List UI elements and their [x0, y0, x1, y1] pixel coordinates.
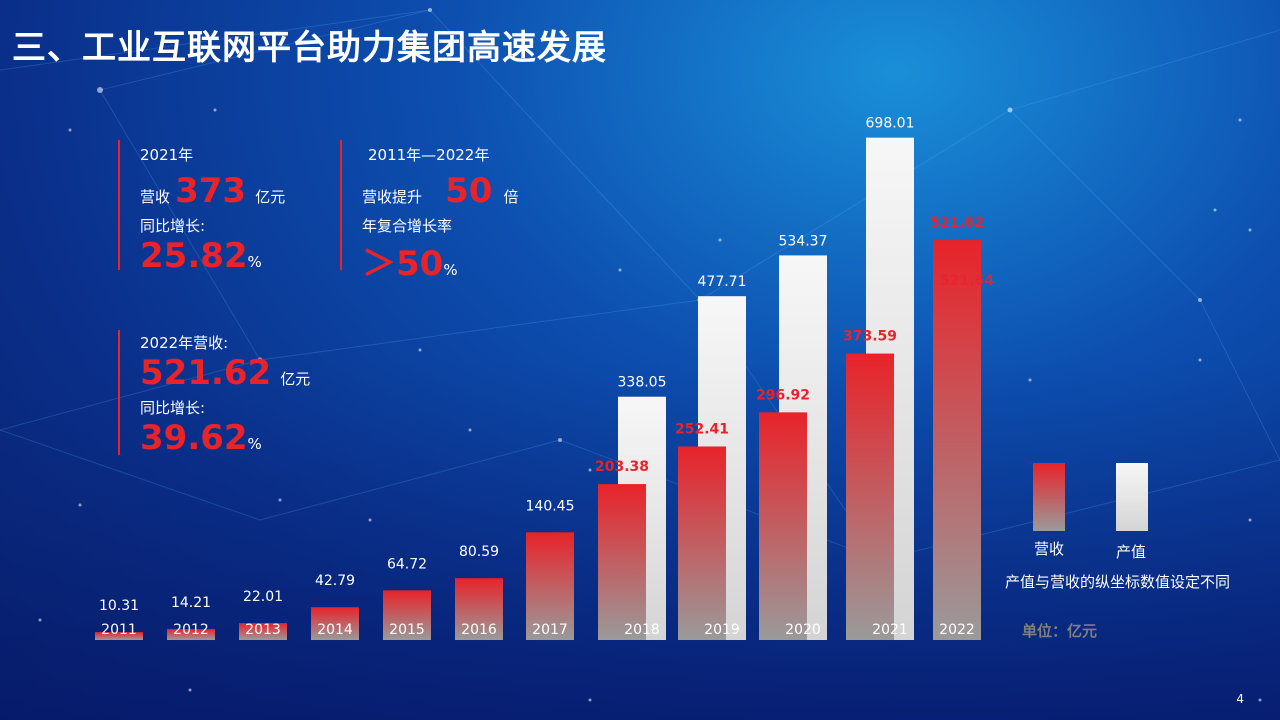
- label-revenue-2013: 22.01: [243, 589, 283, 605]
- label-revenue-2012: 14.21: [171, 595, 211, 611]
- bar-revenue-2014: [311, 607, 359, 640]
- label-output-2018: 338.05: [618, 375, 667, 391]
- bar-revenue-2012: [167, 629, 215, 640]
- bar-revenue-2020: [759, 412, 807, 640]
- tick-label-2016: 2016: [461, 622, 497, 638]
- label-revenue-2017: 140.45: [526, 498, 575, 514]
- tick-label-2019: 2019: [704, 622, 740, 638]
- legend-revenue-label: 营收: [1034, 540, 1065, 558]
- stat-2022-revenue-value: 521.62: [140, 353, 272, 393]
- stat-2011-2022: 2011年—2022年 营收提升 50 倍 年复合增长率 ＞50%: [340, 140, 519, 284]
- label-output-2021: 698.01: [866, 116, 915, 132]
- tick-label-2017: 2017: [532, 622, 568, 638]
- label-output-2019: 477.71: [698, 274, 747, 290]
- stat-2021-growth-value: 25.82: [140, 236, 248, 276]
- stat-2022-revenue-label: 2022年营收:: [140, 334, 229, 352]
- stat-2021-growth-unit: %: [247, 253, 262, 271]
- bar-revenue-2011: [95, 632, 143, 640]
- label-revenue-2022: 521.62: [930, 215, 984, 231]
- bar-revenue-2019: [678, 446, 726, 640]
- axis-note: 产值与营收的纵坐标数值设定不同: [1005, 573, 1231, 591]
- stat-2022-growth-unit: %: [247, 435, 262, 453]
- tick-label-2022: 2022: [939, 622, 975, 638]
- bar-revenue-2015: [383, 590, 431, 640]
- stat-rise-prefix: 营收提升: [362, 188, 423, 206]
- tick-label-2015: 2015: [389, 622, 425, 638]
- label-revenue-2019: 252.41: [675, 421, 729, 437]
- legend-revenue-swatch: [1033, 463, 1065, 531]
- stat-2021-revenue-prefix: 营收: [140, 188, 171, 206]
- label-revenue-2011: 10.31: [99, 598, 139, 614]
- stat-2022-growth-label: 同比增长:: [140, 399, 206, 417]
- stat-cagr-value: ＞50: [362, 244, 444, 284]
- page-number: 4: [1236, 692, 1244, 706]
- stat-2021-growth-label: 同比增长:: [140, 217, 206, 235]
- label-revenue-2015: 64.72: [387, 556, 427, 572]
- bar-revenue-2021: [846, 353, 894, 640]
- stat-rise-value: 50: [445, 171, 493, 211]
- tick-label-2021: 2021: [872, 622, 908, 638]
- bar-revenue-2016: [455, 578, 503, 640]
- stat-2022-growth-value: 39.62: [140, 418, 248, 458]
- tick-label-2018: 2018: [624, 622, 660, 638]
- label-revenue-2014: 42.79: [315, 573, 355, 589]
- bar-revenue-2017: [526, 532, 574, 640]
- tick-label-2012: 2012: [173, 622, 209, 638]
- label-revenue-extra: 521.64: [940, 273, 994, 289]
- legend-output-swatch: [1116, 463, 1148, 531]
- label-output-2020: 534.37: [779, 233, 828, 249]
- label-revenue-2018: 203.38: [595, 459, 649, 475]
- legend-output-label: 产值: [1116, 543, 1147, 561]
- stat-2021-revenue-value: 373: [175, 171, 247, 211]
- label-revenue-2016: 80.59: [459, 544, 499, 560]
- unit-label: 单位：亿元: [1022, 622, 1098, 640]
- tick-label-2013: 2013: [245, 622, 281, 638]
- label-revenue-2020: 296.92: [756, 387, 810, 403]
- bar-revenue-2013: [239, 623, 287, 640]
- tick-label-2020: 2020: [785, 622, 821, 638]
- label-revenue-2021: 373.59: [843, 329, 897, 345]
- bar-revenue-2018: [598, 484, 646, 640]
- tick-label-2014: 2014: [317, 622, 353, 638]
- stat-2022-revenue-unit: 亿元: [280, 370, 311, 388]
- stat-period: 2011年—2022年: [368, 146, 490, 164]
- stat-2021: 2021年 营收 373 亿元 同比增长: 25.82%: [118, 140, 286, 276]
- stat-cagr-label: 年复合增长率: [362, 217, 453, 235]
- stat-rise-unit: 倍: [503, 188, 519, 206]
- bar-revenue-2022: [933, 240, 981, 640]
- stat-2022: 2022年营收: 521.62 亿元 同比增长: 39.62%: [118, 330, 311, 458]
- stat-2021-year: 2021年: [140, 146, 194, 164]
- page-title: 三、工业互联网平台助力集团高速发展: [12, 28, 607, 68]
- tick-label-2011: 2011: [101, 622, 137, 638]
- stat-cagr-unit: %: [443, 261, 458, 279]
- stat-2021-revenue-unit: 亿元: [255, 188, 286, 206]
